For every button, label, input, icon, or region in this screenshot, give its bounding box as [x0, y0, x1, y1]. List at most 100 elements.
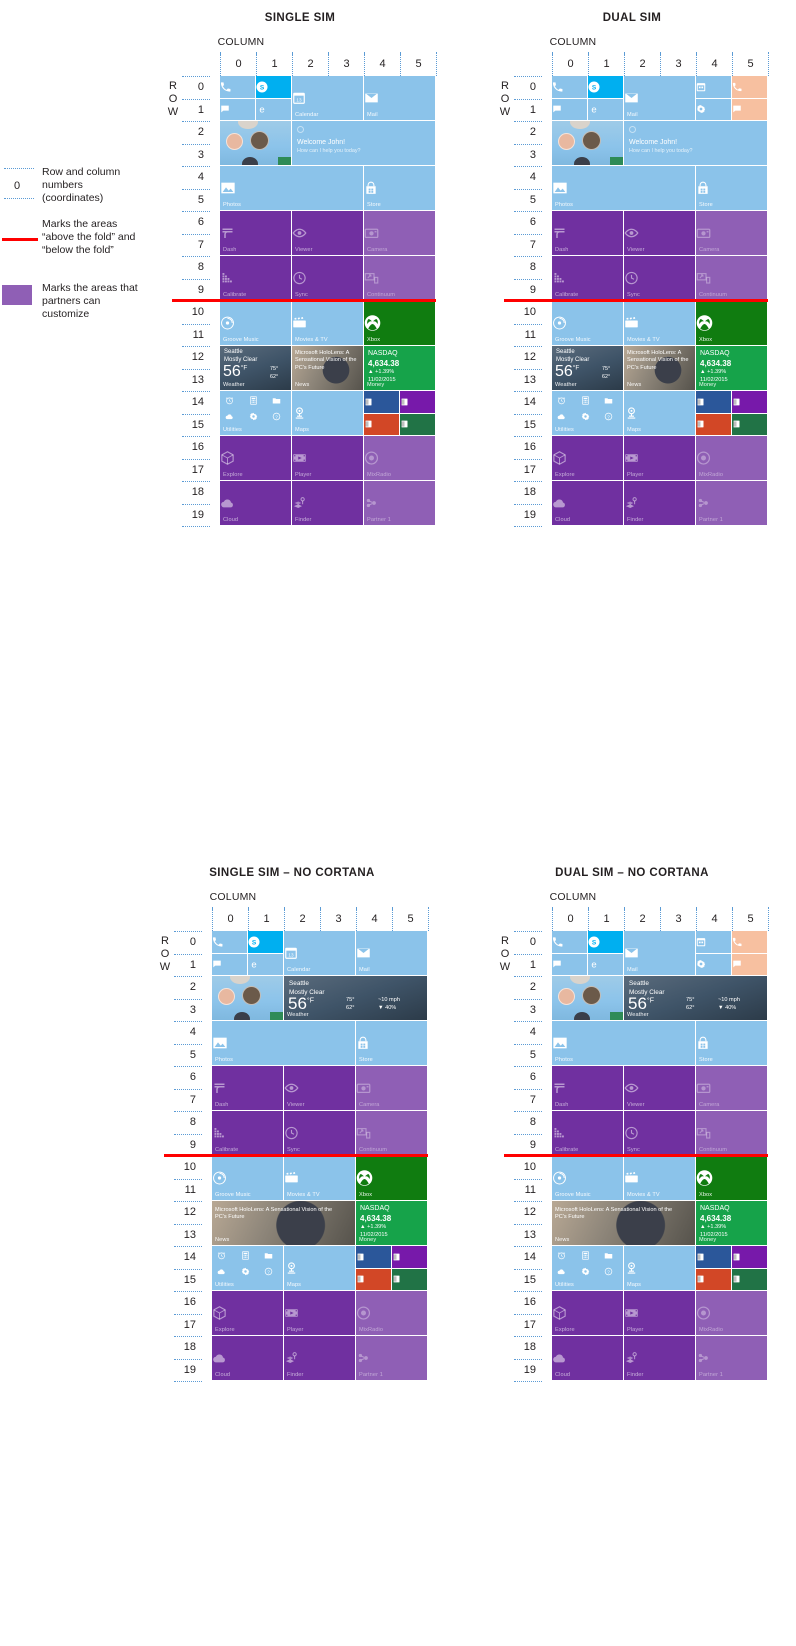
tile-office[interactable]: [696, 1268, 731, 1290]
tile-messaging[interactable]: [552, 98, 587, 120]
tile-partner-1[interactable]: Partner 1: [696, 1336, 767, 1380]
tile-store[interactable]: Store: [696, 1021, 767, 1065]
tile-phone[interactable]: [552, 931, 587, 953]
tile-player[interactable]: Player: [284, 1291, 355, 1335]
tile-phone[interactable]: [732, 76, 767, 98]
tile-partner-1[interactable]: Partner 1: [364, 481, 435, 525]
tile-messaging[interactable]: [732, 98, 767, 120]
tile-store[interactable]: Store: [356, 1021, 427, 1065]
tile-people[interactable]: [552, 121, 623, 165]
tile-xbox[interactable]: Xbox: [356, 1156, 427, 1200]
tile-calibrate[interactable]: Calibrate: [552, 1111, 623, 1155]
tile-continuum[interactable]: Continuum: [356, 1111, 427, 1155]
tile-money[interactable]: NASDAQ 4,634.38 ▲ +1.39% 11/02/2015 Mone…: [696, 346, 767, 390]
tile-office[interactable]: [732, 1268, 767, 1290]
tile-xbox[interactable]: Xbox: [364, 301, 435, 345]
tile-finder[interactable]: Finder: [624, 1336, 695, 1380]
tile-edge[interactable]: e: [248, 953, 283, 975]
tile-cloud[interactable]: Cloud: [552, 481, 623, 525]
tile-skype[interactable]: S: [588, 931, 623, 953]
tile-camera[interactable]: Camera: [356, 1066, 427, 1110]
tile-photos[interactable]: Photos: [552, 166, 695, 210]
tile-utilities[interactable]: ? Utilities: [552, 391, 623, 435]
tile-office[interactable]: [364, 391, 399, 413]
tile-viewer[interactable]: Viewer: [624, 1066, 695, 1110]
tile-movies-tv[interactable]: Movies & TV: [292, 301, 363, 345]
tile-maps[interactable]: Maps: [624, 1246, 695, 1290]
tile-weather[interactable]: Seattle Mostly Clear 56°F 75° 62° Weathe…: [220, 346, 291, 390]
tile-office[interactable]: [392, 1246, 427, 1268]
tile-continuum[interactable]: Continuum: [696, 256, 767, 300]
tile-office[interactable]: [356, 1268, 391, 1290]
tile-skype[interactable]: S: [588, 76, 623, 98]
tile-partner-1[interactable]: Partner 1: [356, 1336, 427, 1380]
tile-sync[interactable]: Sync: [624, 1111, 695, 1155]
tile-skype[interactable]: S: [256, 76, 291, 98]
tile-people[interactable]: [212, 976, 283, 1020]
tile-store[interactable]: Store: [696, 166, 767, 210]
tile-cloud[interactable]: Cloud: [552, 1336, 623, 1380]
tile-movies-tv[interactable]: Movies & TV: [624, 301, 695, 345]
tile-office[interactable]: [400, 391, 435, 413]
tile-xbox[interactable]: Xbox: [696, 301, 767, 345]
tile-calendar_plain[interactable]: [696, 931, 731, 953]
tile-partner-1[interactable]: Partner 1: [696, 481, 767, 525]
tile-explore[interactable]: Explore: [220, 436, 291, 480]
tile-edge[interactable]: e: [256, 98, 291, 120]
tile-xbox[interactable]: Xbox: [696, 1156, 767, 1200]
tile-mail[interactable]: Mail: [624, 76, 695, 120]
tile-photos[interactable]: Photos: [220, 166, 363, 210]
tile-groove-music[interactable]: Groove Music: [220, 301, 291, 345]
tile-cortana[interactable]: Welcome John! How can I help you today?: [292, 121, 435, 165]
tile-continuum[interactable]: Continuum: [364, 256, 435, 300]
tile-app[interactable]: Seattle Mostly Clear 56°F 75° 62° ~10 mp…: [624, 976, 767, 1020]
tile-mixradio[interactable]: MixRadio: [364, 436, 435, 480]
tile-settings[interactable]: [696, 953, 731, 975]
tile-office[interactable]: [732, 391, 767, 413]
tile-messaging[interactable]: [732, 953, 767, 975]
tile-calendar_plain[interactable]: [696, 76, 731, 98]
tile-explore[interactable]: Explore: [552, 436, 623, 480]
tile-sync[interactable]: Sync: [292, 256, 363, 300]
tile-photos[interactable]: Photos: [552, 1021, 695, 1065]
tile-dash[interactable]: Dash: [552, 211, 623, 255]
tile-groove-music[interactable]: Groove Music: [552, 301, 623, 345]
tile-calibrate[interactable]: Calibrate: [220, 256, 291, 300]
tile-office[interactable]: [400, 413, 435, 435]
tile-office[interactable]: [364, 413, 399, 435]
tile-explore[interactable]: Explore: [212, 1291, 283, 1335]
tile-office[interactable]: [392, 1268, 427, 1290]
tile-player[interactable]: Player: [292, 436, 363, 480]
tile-mail[interactable]: Mail: [356, 931, 427, 975]
tile-mail[interactable]: Mail: [624, 931, 695, 975]
tile-calendar[interactable]: 13 Calendar: [284, 931, 355, 975]
tile-maps[interactable]: Maps: [292, 391, 363, 435]
tile-phone[interactable]: [552, 76, 587, 98]
tile-settings[interactable]: [696, 98, 731, 120]
tile-utilities[interactable]: ? Utilities: [552, 1246, 623, 1290]
tile-news[interactable]: Microsoft HoloLens: A Sensational Vision…: [624, 346, 695, 390]
tile-groove-music[interactable]: Groove Music: [552, 1156, 623, 1200]
tile-edge[interactable]: e: [588, 953, 623, 975]
tile-news[interactable]: Microsoft HoloLens: A Sensational Vision…: [212, 1201, 355, 1245]
tile-messaging[interactable]: [212, 953, 247, 975]
tile-calibrate[interactable]: Calibrate: [212, 1111, 283, 1155]
tile-sync[interactable]: Sync: [284, 1111, 355, 1155]
tile-money[interactable]: NASDAQ 4,634.38 ▲ +1.39% 11/02/2015 Mone…: [356, 1201, 427, 1245]
tile-maps[interactable]: Maps: [284, 1246, 355, 1290]
tile-groove-music[interactable]: Groove Music: [212, 1156, 283, 1200]
tile-finder[interactable]: Finder: [292, 481, 363, 525]
tile-office[interactable]: [696, 413, 731, 435]
tile-movies-tv[interactable]: Movies & TV: [624, 1156, 695, 1200]
tile-skype[interactable]: S: [248, 931, 283, 953]
tile-store[interactable]: Store: [364, 166, 435, 210]
tile-continuum[interactable]: Continuum: [696, 1111, 767, 1155]
tile-player[interactable]: Player: [624, 1291, 695, 1335]
tile-calibrate[interactable]: Calibrate: [552, 256, 623, 300]
tile-player[interactable]: Player: [624, 436, 695, 480]
tile-cloud[interactable]: Cloud: [212, 1336, 283, 1380]
tile-people[interactable]: [220, 121, 291, 165]
tile-money[interactable]: NASDAQ 4,634.38 ▲ +1.39% 11/02/2015 Mone…: [364, 346, 435, 390]
tile-news[interactable]: Microsoft HoloLens: A Sensational Vision…: [552, 1201, 695, 1245]
tile-finder[interactable]: Finder: [624, 481, 695, 525]
